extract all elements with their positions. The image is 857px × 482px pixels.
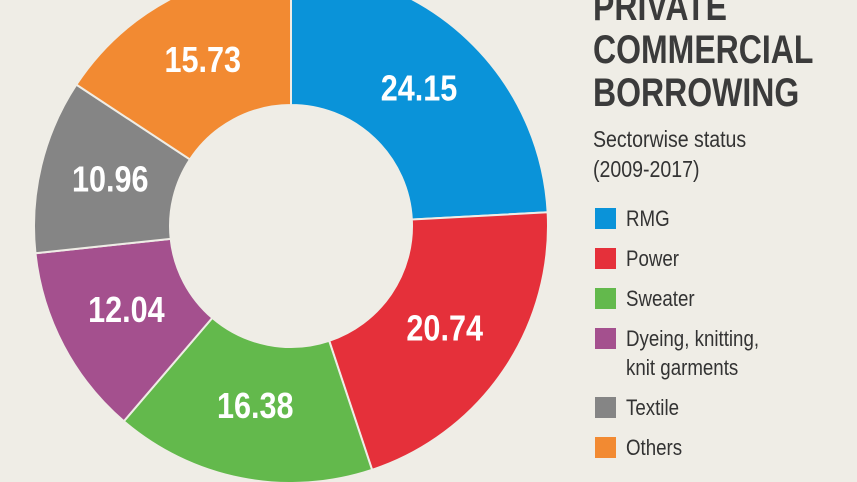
legend-item: Sweater [595,284,855,313]
legend-item: Textile [595,393,855,422]
legend-label: RMG [626,206,670,231]
legend-swatch [595,248,616,269]
legend-label: Sweater [626,286,695,311]
legend-label: Power [626,246,680,271]
slice-label: 20.74 [406,309,483,349]
legend-swatch [595,208,616,229]
legend-label: Dyeing, knitting, knit garments [626,326,760,380]
slice-label: 16.38 [217,387,294,427]
legend-swatch [595,288,616,309]
donut-slice [290,0,549,221]
legend-item: Power [595,244,855,273]
legend-item: Others [595,433,855,462]
slice-label: 15.73 [165,41,242,81]
donut-slice [74,0,292,161]
chart-title: PRIVATE COMMERCIAL BORROWING [593,0,813,115]
legend-swatch [595,328,616,349]
legend-item: RMG [595,204,855,233]
legend: RMG Power Sweater Dyeing, knitting, knit ga… [595,204,855,473]
slice-label: 12.04 [88,291,165,331]
legend-swatch [595,397,616,418]
donut-slice [327,211,549,472]
slice-label: 10.96 [72,160,149,200]
legend-swatch [595,437,616,458]
legend-label: Textile [626,395,680,420]
slice-label: 24.15 [381,69,458,109]
chart-subtitle: Sectorwise status (2009-2017) [593,126,747,182]
donut-slice [34,237,214,423]
legend-item: Dyeing, knitting, knit garments [595,324,855,382]
donut-slice [122,316,374,482]
legend-label: Others [626,435,683,460]
